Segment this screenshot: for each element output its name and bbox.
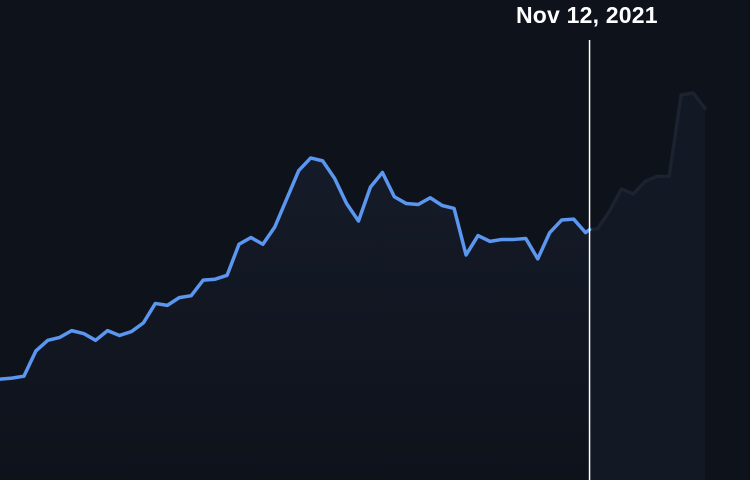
hover-date-label: Nov 12, 2021 xyxy=(516,2,658,28)
series-line-active xyxy=(0,156,592,381)
series-line-dimmed xyxy=(587,91,707,232)
series-area-dimmed xyxy=(589,92,706,480)
series-area-active xyxy=(0,157,590,480)
